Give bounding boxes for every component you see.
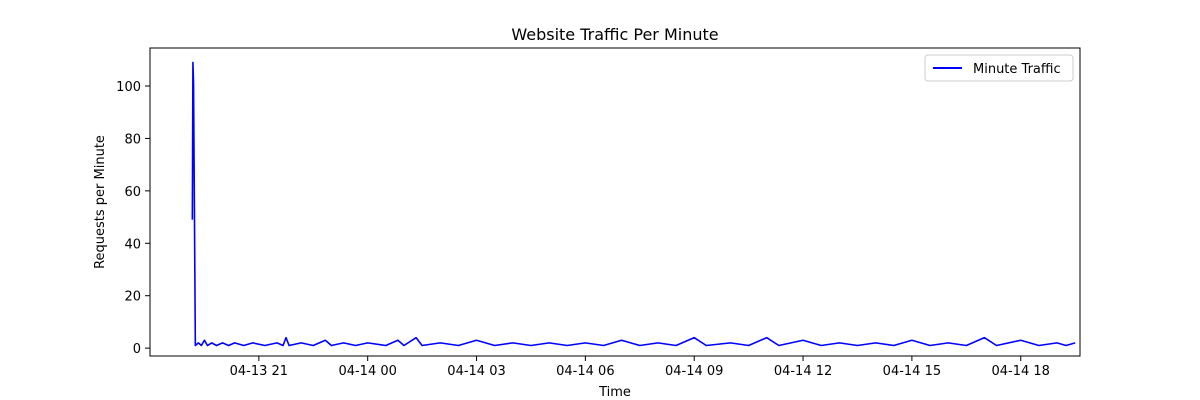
plot-area bbox=[191, 61, 1076, 347]
y-tick-label: 40 bbox=[124, 237, 141, 252]
y-tick-label: 0 bbox=[133, 342, 141, 357]
legend: Minute Traffic bbox=[924, 54, 1074, 82]
x-axis: 04-13 21 04-14 00 04-14 03 04-14 06 04-14 09… bbox=[230, 356, 1050, 379]
series-line-minute-traffic bbox=[191, 61, 1076, 347]
x-tick-label: 04-14 18 bbox=[992, 364, 1050, 379]
x-tick-label: 04-14 15 bbox=[883, 364, 941, 379]
axes-frame bbox=[149, 47, 1081, 357]
chart-title: Website Traffic Per Minute bbox=[511, 25, 718, 44]
legend-label: Minute Traffic bbox=[973, 62, 1061, 77]
y-tick-label: 80 bbox=[124, 132, 141, 147]
y-axis: 0 20 40 60 80 100 bbox=[116, 80, 150, 357]
y-tick-label: 20 bbox=[124, 290, 141, 305]
y-tick-label: 100 bbox=[116, 80, 141, 95]
x-tick-label: 04-14 03 bbox=[447, 364, 505, 379]
y-tick-label: 60 bbox=[124, 185, 141, 200]
x-tick-label: 04-14 06 bbox=[556, 364, 614, 379]
x-tick-label: 04-14 09 bbox=[665, 364, 723, 379]
legend-box bbox=[924, 54, 1074, 82]
x-tick-label: 04-13 21 bbox=[230, 364, 288, 379]
x-axis-label: Time bbox=[598, 385, 631, 400]
x-tick-label: 04-14 00 bbox=[338, 364, 396, 379]
y-axis-label: Requests per Minute bbox=[93, 135, 108, 269]
x-tick-label: 04-14 12 bbox=[774, 364, 832, 379]
